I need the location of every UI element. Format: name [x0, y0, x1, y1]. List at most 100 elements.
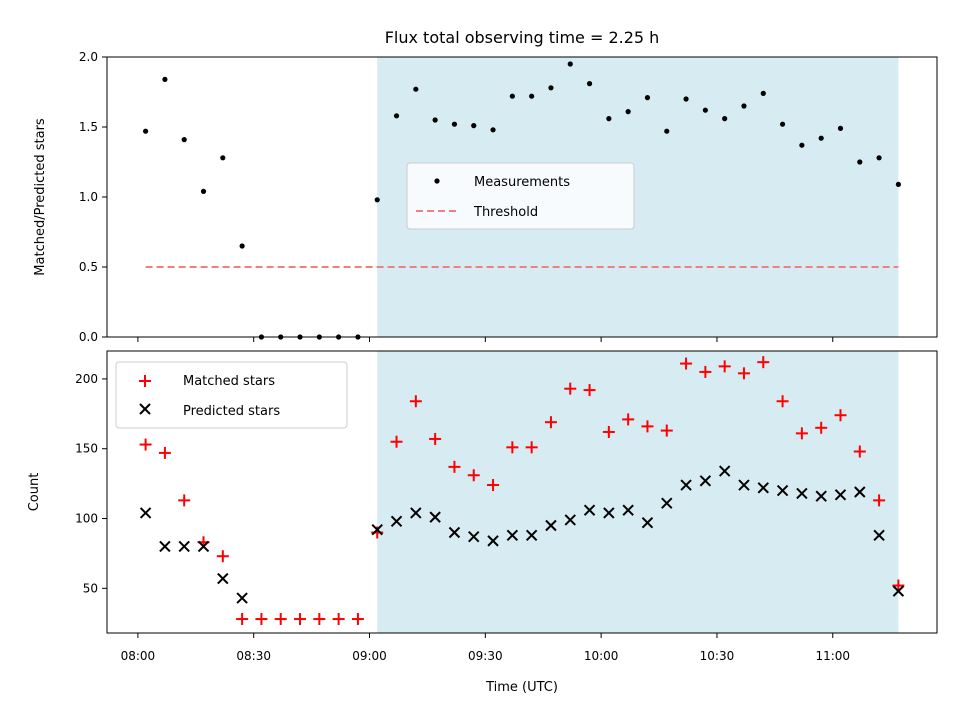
predicted-star-point [873, 529, 885, 541]
predicted-star-point [371, 523, 383, 536]
ratio-y-tick-label: 1.5 [79, 120, 98, 134]
legend-matched-label: Matched stars [183, 374, 275, 389]
predicted-star-point [776, 484, 789, 497]
matched-star-point [544, 416, 557, 429]
matched-star-point [158, 446, 171, 459]
count-y-axis-label: Count [27, 473, 42, 512]
x-tick-label: 10:30 [700, 649, 735, 663]
matched-star-point [216, 550, 229, 563]
matched-star-point [351, 613, 364, 626]
x-tick-label: 09:00 [352, 649, 387, 663]
measurement-point [722, 116, 728, 122]
measurement-point [586, 81, 593, 87]
measurement-point [760, 90, 766, 96]
matched-star-point [409, 395, 422, 408]
legend-measurements-marker [434, 178, 440, 184]
matched-star-point [853, 445, 866, 458]
legend-measurements-label: Measurements [474, 175, 570, 190]
predicted-star-point [815, 490, 827, 502]
ratio-y-axis-label: Matched/Predicted stars [33, 118, 48, 276]
matched-star-point [274, 613, 287, 626]
counts-observing-span-rect [377, 351, 899, 633]
measurement-point [741, 103, 747, 109]
measurement-point [374, 197, 380, 203]
matched-star-point [255, 613, 268, 626]
measurement-point [548, 85, 554, 91]
measurement-point [837, 125, 844, 131]
ratio-panel: 0.00.51.01.52.0 Matched/Predicted stars … [33, 50, 938, 344]
counts-panel-observing-span [377, 351, 899, 633]
measurement-point [239, 243, 245, 249]
measurement-point [664, 128, 670, 134]
predicted-star-point [661, 497, 673, 509]
measurement-point [200, 188, 207, 194]
predicted-star-point [622, 504, 634, 516]
predicted-star-point [139, 507, 152, 519]
predicted-star-point [545, 519, 557, 532]
predicted-star-point [718, 465, 731, 477]
matched-star-point [294, 613, 307, 626]
matched-star-point [467, 469, 480, 482]
ratio-panel-axes: 0.0 0.5 1.0 1.5 2.0 [79, 50, 938, 344]
predicted-star-point [564, 514, 576, 526]
x-tick-label: 11:00 [815, 649, 850, 663]
measurement-point [432, 117, 438, 123]
measurement-point [857, 159, 863, 165]
matched-star-point [757, 356, 770, 369]
x-tick-label: 08:30 [236, 649, 271, 663]
chart-title: Flux total observing time = 2.25 h [385, 28, 660, 47]
predicted-star-point [796, 487, 808, 500]
predicted-star-point [178, 540, 190, 553]
legend-predicted-marker [139, 403, 151, 415]
x-axis-label: Time (UTC) [485, 680, 558, 695]
predicted-star-point [680, 479, 692, 491]
matched-star-point [660, 424, 673, 437]
measurement-point [644, 95, 651, 101]
predicted-star-point [468, 530, 480, 543]
measurement-point [625, 109, 631, 115]
predicted-star-point [487, 535, 499, 547]
measurement-point [413, 86, 419, 92]
count-y-tick-label: 50 [83, 581, 98, 595]
measurement-point [567, 61, 573, 67]
measurement-point [162, 76, 168, 82]
measurement-point [683, 96, 689, 102]
matched-star-point [313, 613, 326, 626]
matched-star-point [892, 579, 905, 592]
predicted-star-point [197, 540, 210, 553]
predicted-star-point [603, 507, 615, 519]
measurement-point [702, 107, 708, 113]
measurement-point [799, 142, 805, 148]
predicted-star-point [429, 511, 441, 523]
measurement-point [818, 135, 824, 141]
matched-star-point [506, 441, 519, 454]
matched-star-point [873, 494, 886, 507]
ratio-y-tick-label: 1.0 [79, 190, 98, 204]
matched-star-point [622, 413, 635, 426]
measurement-point [471, 123, 477, 129]
predicted-star-point [892, 585, 905, 597]
measurement-point [606, 116, 612, 122]
ratio-y-tick-label: 0.0 [79, 330, 98, 344]
predicted-star-point [854, 486, 866, 498]
ratio-legend: Measurements Threshold [406, 162, 635, 230]
predicted-star-point [834, 489, 847, 501]
matched-star-point [699, 365, 712, 378]
measurement-point [895, 181, 901, 187]
legend-threshold-label: Threshold [473, 205, 538, 220]
matched-star-point [390, 435, 403, 448]
matched-star-point [236, 613, 249, 626]
measurement-points [143, 61, 901, 340]
x-tick-label: 09:30 [468, 649, 503, 663]
measurement-point [181, 137, 187, 143]
matched-star-point [795, 427, 808, 440]
counts-legend: Matched stars Predicted stars [115, 361, 348, 429]
matched-star-point [178, 494, 191, 507]
predicted-star-point [159, 540, 171, 553]
matched-star-point [139, 438, 152, 451]
predicted-star-point [641, 517, 654, 529]
count-y-tick-label: 150 [75, 442, 98, 456]
measurement-point [509, 93, 515, 99]
matched-star-point [583, 384, 596, 397]
